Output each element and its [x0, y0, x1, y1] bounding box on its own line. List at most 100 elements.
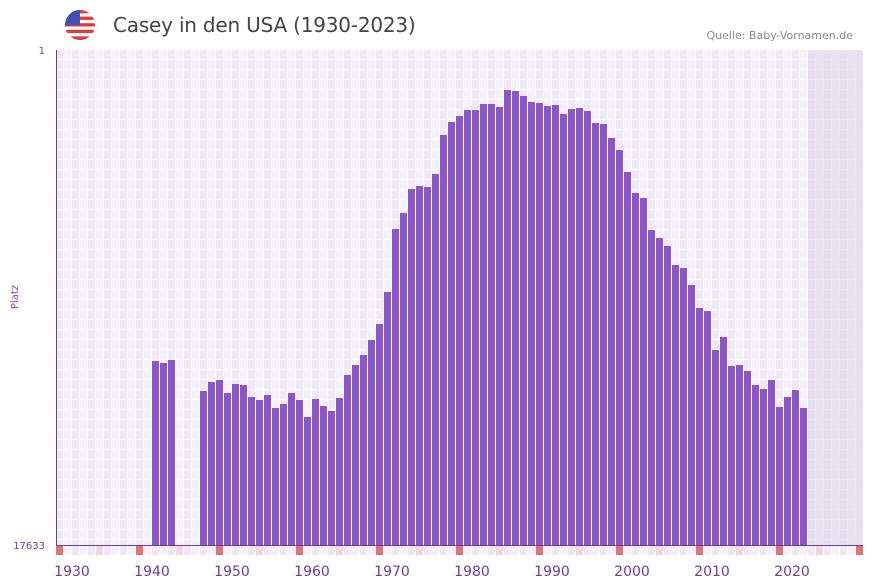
- bar-1968: [376, 324, 383, 545]
- bar-1996: [600, 124, 607, 545]
- year-marker-1976: [440, 546, 447, 555]
- bar-2006: [680, 267, 687, 545]
- year-marker-1975: [432, 546, 439, 555]
- year-marker-1983: [496, 546, 503, 555]
- x-tick-1940: 1940: [134, 564, 170, 580]
- year-marker-1946: [200, 546, 207, 555]
- bar-1984: [504, 90, 511, 546]
- bar-2005: [672, 264, 679, 545]
- bar-2019: [784, 396, 791, 545]
- bar-2011: [720, 337, 727, 545]
- year-marker-1932: [88, 546, 95, 555]
- year-marker-1961: [320, 546, 327, 555]
- year-marker-2015: [752, 546, 759, 555]
- bar-1958: [296, 399, 303, 545]
- year-marker-2014: [744, 546, 751, 555]
- x-tick-1930: 1930: [54, 564, 90, 580]
- year-marker-1974: [424, 546, 431, 555]
- bar-1955: [272, 407, 279, 545]
- bar-1981: [480, 103, 487, 546]
- year-marker-1951: [240, 546, 247, 555]
- y-axis-label: Platz: [10, 285, 21, 309]
- bar-1999: [624, 172, 631, 546]
- year-marker-2011: [720, 546, 727, 555]
- year-marker-2019: [784, 546, 791, 555]
- bar-1963: [336, 398, 343, 545]
- bar-1993: [576, 108, 583, 545]
- year-marker-1956: [280, 546, 287, 555]
- y-tick-top: 1: [39, 46, 45, 57]
- bar-1951: [240, 385, 247, 545]
- year-marker-1930: [72, 546, 79, 555]
- year-marker-2005: [672, 546, 679, 555]
- bar-1961: [320, 406, 327, 545]
- bar-2014: [744, 370, 751, 545]
- bar-2018: [776, 407, 783, 545]
- bar-1994: [584, 111, 591, 546]
- year-marker-2006: [680, 546, 687, 555]
- year-marker-2001: [640, 546, 647, 555]
- bar-1982: [488, 103, 495, 546]
- x-tick-2010: 2010: [694, 564, 730, 580]
- year-marker-2021: [800, 546, 807, 555]
- x-tick-1950: 1950: [214, 564, 250, 580]
- year-marker-1947: [208, 546, 215, 555]
- bar-1992: [568, 109, 575, 545]
- year-marker-1934: [104, 546, 111, 555]
- year-marker-1998: [616, 546, 623, 555]
- bar-1967: [368, 339, 375, 545]
- year-marker-1933: [96, 546, 103, 555]
- year-marker-1990: [552, 546, 559, 555]
- bar-1941: [160, 362, 167, 545]
- year-marker-1973: [416, 546, 423, 555]
- year-marker-2016: [760, 546, 767, 555]
- year-marker-1997: [608, 546, 615, 555]
- bar-1940: [152, 361, 159, 545]
- bar-2021: [800, 407, 807, 545]
- year-marker-1971: [400, 546, 407, 555]
- bar-1983: [496, 106, 503, 545]
- bar-2017: [768, 379, 775, 545]
- bar-1977: [448, 122, 455, 545]
- bar-1991: [560, 114, 567, 546]
- year-marker-1938: [136, 546, 143, 555]
- year-marker-2025: [832, 546, 839, 555]
- bar-1973: [416, 185, 423, 546]
- year-marker-1963: [336, 546, 343, 555]
- bar-2010: [712, 349, 719, 545]
- year-marker-2026: [840, 546, 847, 555]
- year-marker-2022: [808, 546, 815, 555]
- year-marker-1939: [144, 546, 151, 555]
- year-marker-1942: [168, 546, 175, 555]
- year-marker-1960: [312, 546, 319, 555]
- bar-1989: [544, 105, 551, 546]
- bar-1969: [384, 291, 391, 545]
- year-marker-1945: [192, 546, 199, 555]
- bar-2015: [752, 385, 759, 545]
- year-marker-1953: [256, 546, 263, 555]
- year-marker-1980: [472, 546, 479, 555]
- bar-1979: [464, 109, 471, 545]
- x-tick-1970: 1970: [374, 564, 410, 580]
- year-marker-1978: [456, 546, 463, 555]
- year-marker-2009: [704, 546, 711, 555]
- year-marker-2003: [656, 546, 663, 555]
- year-marker-1937: [128, 546, 135, 555]
- year-marker-1944: [184, 546, 191, 555]
- bar-1970: [392, 228, 399, 545]
- year-marker-2004: [664, 546, 671, 555]
- bar-1985: [512, 90, 519, 545]
- bar-2000: [632, 192, 639, 546]
- year-marker-1968: [376, 546, 383, 555]
- year-marker-1992: [568, 546, 575, 555]
- bar-1976: [440, 135, 447, 545]
- bar-1948: [216, 379, 223, 545]
- year-marker-2018: [776, 546, 783, 555]
- bar-1997: [608, 137, 615, 546]
- year-marker-1962: [328, 546, 335, 555]
- year-marker-1929: [64, 546, 71, 555]
- bar-2020: [792, 390, 799, 545]
- year-marker-1949: [224, 546, 231, 555]
- bar-1952: [248, 396, 255, 545]
- bar-2003: [656, 237, 663, 545]
